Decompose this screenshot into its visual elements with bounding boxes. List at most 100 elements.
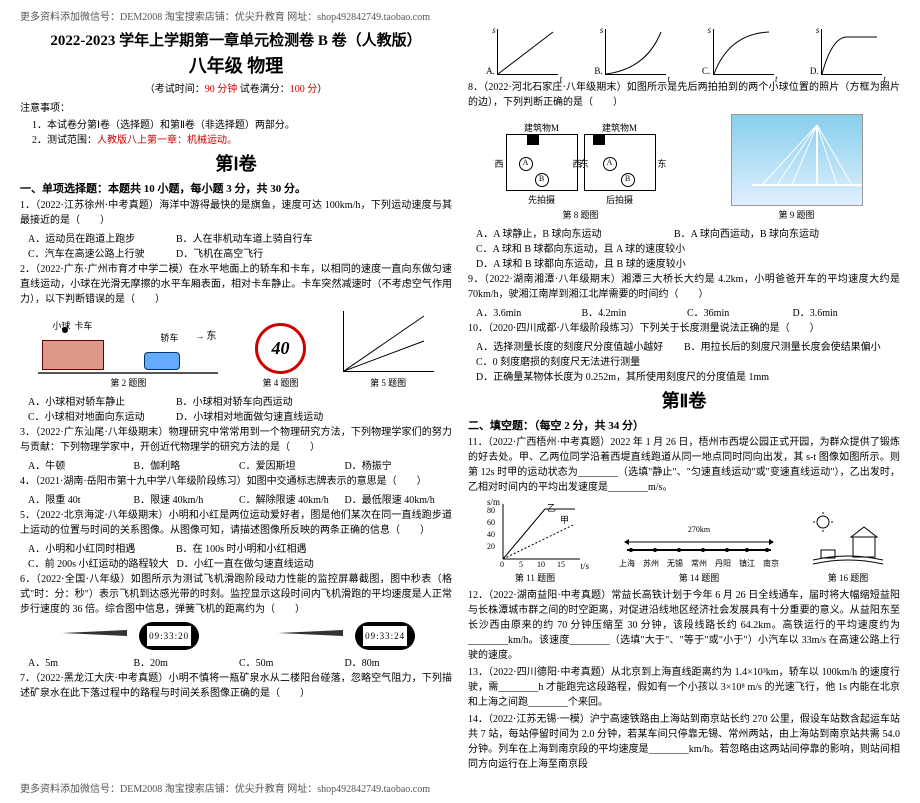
q9-fig-label: 第 9 题图: [731, 208, 863, 221]
close-paren: ）: [317, 84, 327, 95]
q4-opt-c: C．解除限速 40km/h: [239, 491, 334, 506]
q8-opt-d: D．A 球和 B 球都向东运动，且 B 球的速度较小: [476, 255, 686, 270]
volume-2-title: 第Ⅱ卷: [468, 387, 900, 413]
svg-text:0: 0: [500, 560, 504, 569]
q10-opt-b: B．用拉长后的刻度尺测量长度会使结果偏小: [684, 338, 881, 353]
q11-fig-label: 第 11 题图: [485, 571, 585, 584]
q11-14-16-figures: s/m t/s 80 60 40 20 0 5 10 15 乙: [468, 499, 900, 584]
question-12: 12．（2022·湖南益阳·中考真题）常益长高铁计划于今年 6 月 26 日全线…: [468, 588, 900, 663]
q5-opt-c: C．前 200s 小红运动的路程较大: [28, 555, 169, 570]
west-1: 西: [495, 157, 504, 170]
q8-fig-label: 第 8 题图: [506, 208, 656, 221]
section-2-head: 二、填空题：（每空 2 分，共 34 分）: [468, 417, 900, 433]
exam-subtitle: 八年级 物理: [20, 52, 452, 78]
before-label: 先拍摄: [506, 193, 578, 206]
score-value: 100 分: [290, 84, 318, 95]
q9-opt-a: A．3.6min: [476, 304, 571, 319]
q2-options: A．小球相对轿车静止B．小球相对轿车向西运动 C．小球相对地面向东运动D．小球相…: [28, 393, 452, 423]
notice-2-text: 2．测试范围：: [32, 135, 97, 146]
line-yi: 乙: [547, 501, 556, 514]
question-4: 4．（2021·湖南·岳阳市第十九中学八年级阶段练习）如图中交通标志牌表示的意思…: [20, 474, 452, 489]
city-5: 镇江: [739, 558, 755, 569]
q16-fig-label: 第 16 题图: [813, 571, 883, 584]
chart-ylabel: s/m: [487, 497, 500, 507]
ball-b-1: B: [535, 173, 549, 187]
time-label: （考试时间：: [145, 84, 205, 95]
q7-graphs: A. st B. st C. st D. st: [468, 27, 900, 78]
section-1-head: 一、单项选择题：本题共 10 小题，每小题 3 分，共 30 分。: [20, 180, 452, 196]
q10-opt-d: D．正确量某物体长度为 0.252m，其所使用刻度尺的分度值是 1mm: [476, 368, 769, 383]
q4-opt-a: A．限重 40t: [28, 491, 123, 506]
notice-2-red: 人教版八上第一章：机械运动。: [97, 135, 237, 146]
city-2: 无锡: [667, 558, 683, 569]
question-11: 11．（2022·广西梧州·中考真题）2022 年 1 月 26 日，梧州市西堤…: [468, 435, 900, 495]
q8-opt-b: B．A 球向西运动，B 球向东运动: [674, 225, 819, 240]
question-14: 14．（2022·江苏无锡·一模）沪宁高速铁路由上海站到南京站长约 270 公里…: [468, 712, 900, 772]
svg-text:15: 15: [557, 560, 565, 569]
city-6: 南京: [763, 558, 779, 569]
q6-figure-row: 09:33:20 09:33:24: [20, 621, 452, 650]
q1-opt-b: B．人在非机动车道上骑自行车: [176, 230, 316, 245]
q1-options: A．运动员在跑道上跑步B．人在非机动车道上骑自行车 C．汽车在高速公路上行驶D．…: [28, 230, 452, 260]
svg-text:20: 20: [487, 542, 495, 551]
q8-opt-c: C．A 球和 B 球都向东运动，且 A 球的速度较小: [476, 240, 685, 255]
q8-q9-figures: 建筑物M 西 东 A B 先拍摄 建筑物M 西 东: [468, 114, 900, 221]
chart-xlabel: t/s: [580, 561, 589, 571]
map-distance: 270km: [619, 525, 779, 534]
q2-opt-d: D．小球相对地面做匀速直线运动: [176, 408, 323, 423]
q4-figure: 40 第 4 题图: [255, 323, 306, 389]
q10-options: A．选择测量长度的刻度尺分度值越小越好B．用拉长后的刻度尺测量长度会使结果偏小 …: [476, 338, 900, 383]
ball-a-2: A: [603, 157, 617, 171]
q9-opt-b: B．4.2min: [582, 304, 677, 319]
building-label-1: 建筑物M: [506, 121, 578, 134]
question-3: 3．（2022·广东汕尾·八年级期末）物理研究中常常用到一个物理研究方法，下列物…: [20, 425, 452, 455]
q5-figure: 第 5 题图: [343, 311, 434, 389]
line-jia: 甲: [560, 513, 569, 526]
q4-options: A．限重 40t B．限速 40km/h C．解除限速 40km/h D．最低限…: [28, 491, 452, 506]
city-1: 苏州: [643, 558, 659, 569]
speed-sign-icon: 40: [255, 323, 306, 374]
question-9: 9．（2022·湖南湘潭·八年级期末）湘潭三大桥长大约是 4.2km，小明爸爸开…: [468, 272, 900, 302]
svg-text:10: 10: [537, 560, 545, 569]
q1-opt-c: C．汽车在高速公路上行驶: [28, 245, 168, 260]
q2-opt-c: C．小球相对地面向东运动: [28, 408, 168, 423]
truck-label: 卡车: [74, 319, 92, 332]
q6-opt-d: D．80m: [345, 654, 440, 669]
svg-text:40: 40: [487, 530, 495, 539]
q6-opt-b: B．20m: [134, 654, 229, 669]
car-label: 轿车: [160, 331, 178, 344]
q1-opt-d: D．飞机在高空飞行: [176, 245, 316, 260]
q14-fig-label: 第 14 题图: [619, 571, 779, 584]
question-10: 10．（2020·四川成都·八年级阶段练习）下列关于长度测量说法正确的是（ ）: [468, 321, 900, 336]
question-8: 8．（2022·河北石家庄·八年级期末）如图所示是先后两拍拍到的两个小球位置的照…: [468, 80, 900, 110]
q2-opt-a: A．小球相对轿车静止: [28, 393, 168, 408]
q10-opt-c: C．0 刻度磨损的刻度尺无法进行测量: [476, 353, 676, 368]
notice-2: 2．测试范围：人教版八上第一章：机械运动。: [32, 131, 452, 146]
after-label: 后拍摄: [584, 193, 656, 206]
q9-opt-c: C．36min: [687, 304, 782, 319]
q3-options: A．牛顿 B．伽利略 C．爱因斯坦 D．杨振宁: [28, 457, 452, 472]
svg-text:80: 80: [487, 506, 495, 515]
fig-row-1: 小球 卡车 轿车 东 → 第 2 题图 40 第 4 题图 第 5 题图: [20, 311, 452, 389]
q5-opt-d: D．小红一直在做匀速直线运动: [177, 555, 317, 570]
right-column: A. st B. st C. st D. st 8．（2022·河北石家庄·八年…: [468, 27, 900, 774]
watch-2: 09:33:24: [273, 621, 415, 650]
footer-links: 更多资料添加微信号：DEM2008 淘宝搜索店铺：优尖升教育 网址：shop49…: [20, 780, 900, 795]
q7-label-c: C.: [702, 66, 710, 76]
watch-2-time: 09:33:24: [363, 626, 407, 646]
q8-opt-a: A．A 球静止，B 球向东运动: [476, 225, 666, 240]
city-4: 丹阳: [715, 558, 731, 569]
svg-text:60: 60: [487, 518, 495, 527]
q4-opt-b: B．限速 40km/h: [134, 491, 229, 506]
q3-opt-d: D．杨振宁: [345, 457, 440, 472]
q10-opt-a: A．选择测量长度的刻度尺分度值越小越好: [476, 338, 676, 353]
q6-opt-a: A．5m: [28, 654, 123, 669]
city-3: 常州: [691, 558, 707, 569]
ball-b-2: B: [621, 173, 635, 187]
watch-1-time: 09:33:20: [147, 626, 191, 646]
q8-options: A．A 球静止，B 球向东运动 B．A 球向西运动，B 球向东运动 C．A 球和 …: [476, 225, 900, 270]
q9-options: A．3.6min B．4.2min C．36min D．3.6min: [476, 304, 900, 319]
q9-figure: 第 9 题图: [731, 114, 863, 221]
left-column: 2022-2023 学年上学期第一章单元检测卷 B 卷（人教版） 八年级 物理 …: [20, 27, 452, 774]
notice-1: 1．本试卷分第Ⅰ卷（选择题）和第Ⅱ卷（非选择题）两部分。: [32, 116, 452, 131]
